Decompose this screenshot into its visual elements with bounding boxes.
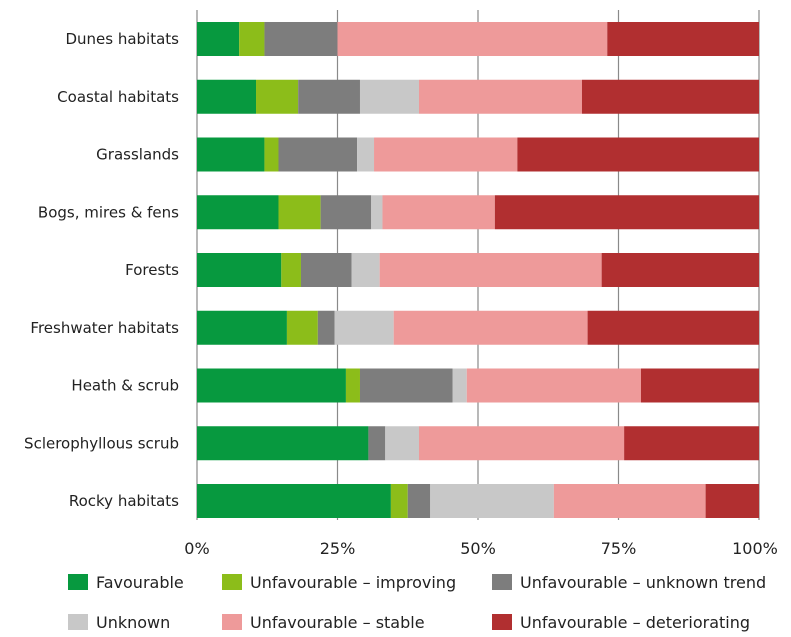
bar-segment [197,79,257,114]
x-tick-label: 0% [184,539,209,558]
category-label: Heath & scrub [71,377,179,395]
bar-segment [581,79,759,114]
bar-segment [197,426,369,461]
bar-segment [368,426,386,461]
bar-segment [298,79,360,114]
bars [197,22,759,518]
bar-segment [256,79,299,114]
category-label: Forests [125,261,179,279]
legend-label: Unknown [96,613,170,632]
bar-segment [452,368,467,403]
bar-segment [640,368,759,403]
legend-swatch [68,614,88,630]
x-tick-label: 75% [601,539,637,558]
bar-segment [705,484,759,518]
legend-swatch [222,574,242,590]
x-axis-ticks: 0% 25% 50% 75% 100% [184,539,778,558]
x-tick-label: 25% [320,539,356,558]
category-label: Rocky habitats [69,492,179,510]
bar-segment [359,368,453,403]
bar-segment [418,426,625,461]
x-tick-label: 100% [732,539,778,558]
bar-segment [286,310,318,345]
x-tick-label: 50% [460,539,496,558]
legend-swatch [222,614,242,630]
legend-swatch [492,614,512,630]
bar-segment [587,310,759,345]
bar-segment [345,368,360,403]
bar-segment [371,195,383,230]
legend-swatch [492,574,512,590]
legend: Favourable Unfavourable – improving Unfavo… [68,573,766,632]
bar-segment [385,426,419,461]
category-label: Grasslands [96,146,179,164]
bar-segment [418,79,582,114]
bar-segment [278,195,321,230]
category-label: Dunes habitats [65,30,179,48]
bar-segment [466,368,641,403]
bar-segment [281,253,301,287]
bar-segment [197,484,391,518]
legend-label: Unfavourable – deteriorating [520,613,750,632]
bar-segment [197,253,282,287]
bar-segment [517,137,759,172]
bar-segment [430,484,554,518]
bar-segment [278,137,358,172]
bar-segment [197,195,279,230]
bar-segment [407,484,431,518]
bar-segment [553,484,706,518]
category-label: Coastal habitats [57,88,179,106]
bar-segment [239,22,265,56]
bar-segment [317,310,335,345]
bar-segment [393,310,588,345]
bar-segment [359,79,419,114]
bar-segment [607,22,759,56]
legend-swatch [68,574,88,590]
category-label: Bogs, mires & fens [38,203,179,221]
bar-segment [334,310,394,345]
bar-segment [197,137,265,172]
bar-segment [379,253,602,287]
bar-segment [624,426,759,461]
legend-label: Unfavourable – unknown trend [520,573,766,592]
legend-label: Favourable [96,573,184,592]
bar-segment [494,195,759,230]
bar-segment [601,253,759,287]
bar-segment [264,137,279,172]
bar-segment [337,22,608,56]
bar-segment [390,484,408,518]
category-label: Freshwater habitats [30,319,179,337]
bar-segment [197,22,240,56]
bar-segment [197,368,346,403]
category-labels: Dunes habitats Coastal habitats Grasslands… [24,30,179,510]
bar-segment [264,22,338,56]
legend-label: Unfavourable – improving [250,573,456,592]
bar-segment [374,137,518,172]
bar-segment [382,195,495,230]
bar-segment [300,253,352,287]
legend-label: Unfavourable – stable [250,613,425,632]
category-label: Sclerophyllous scrub [24,434,179,452]
bar-segment [197,310,287,345]
bar-segment [351,253,380,287]
bar-segment [357,137,375,172]
bar-segment [320,195,372,230]
